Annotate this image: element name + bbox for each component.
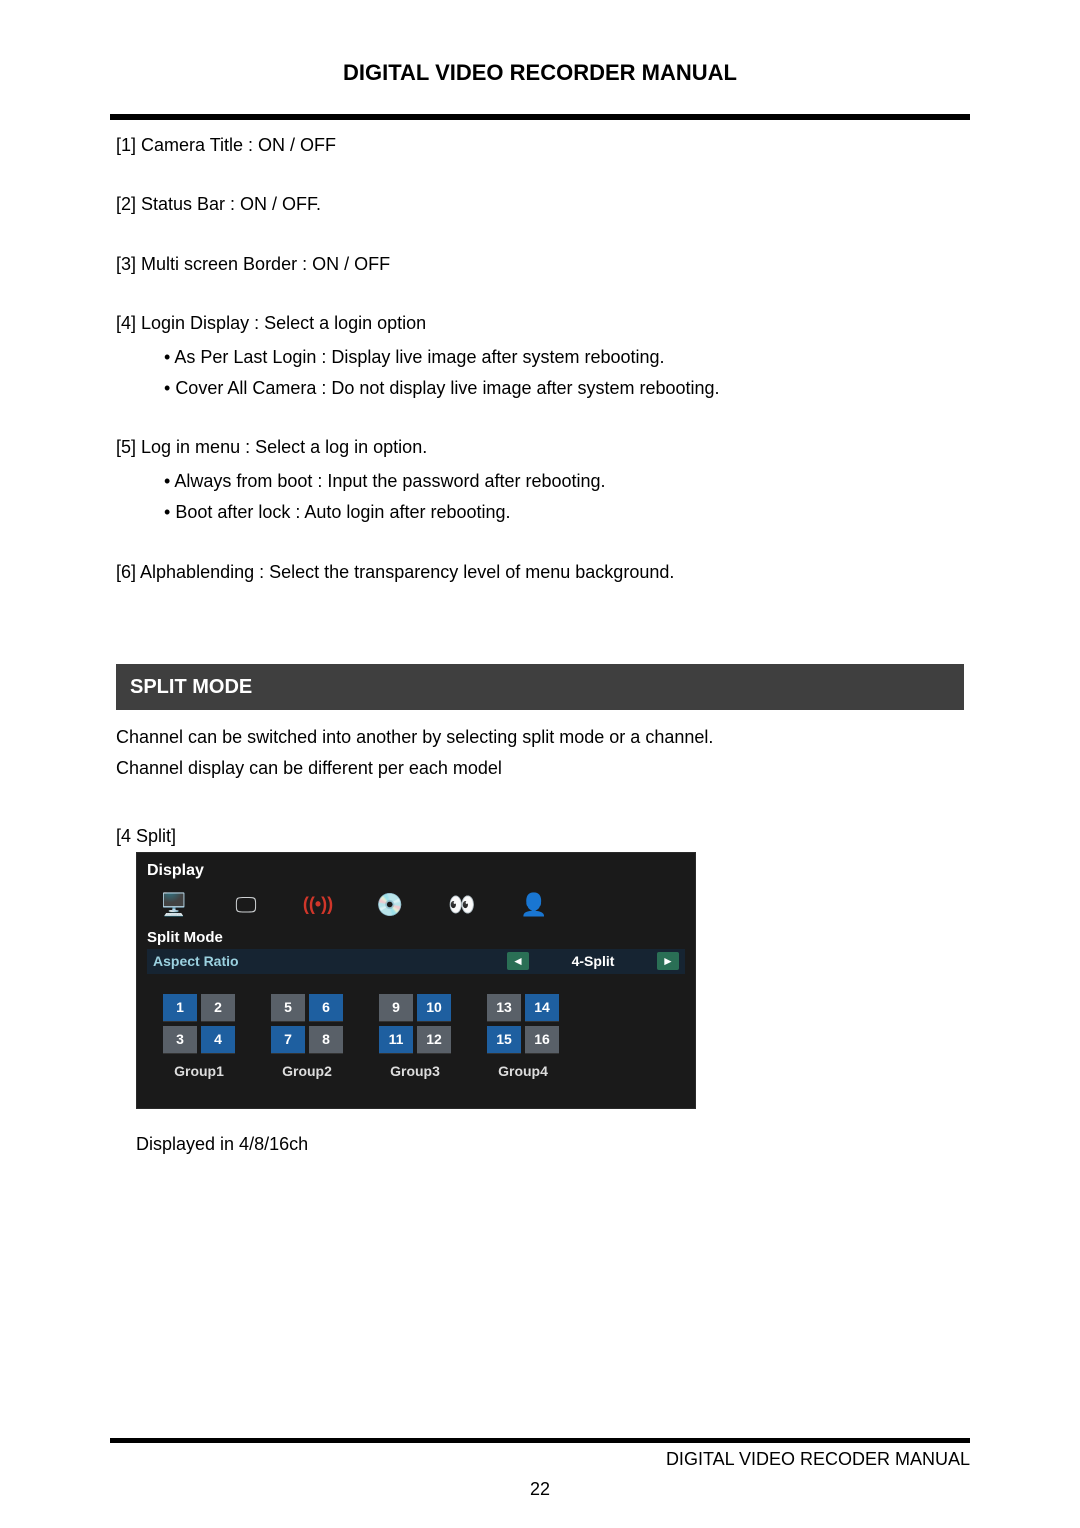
sub-item: Cover All Camera : Do not display live i…	[164, 377, 964, 400]
channel-cell[interactable]: 15	[487, 1026, 521, 1054]
paragraph: Channel can be switched into another by …	[116, 726, 964, 749]
channel-cell[interactable]: 3	[163, 1026, 197, 1054]
page-footer: DIGITAL VIDEO RECODER MANUAL	[110, 1438, 970, 1470]
tab-item[interactable]: 💿	[367, 890, 413, 920]
tab-item[interactable]: 👤	[511, 890, 557, 920]
sub-item: Boot after lock : Auto login after reboo…	[164, 501, 964, 524]
tab-item[interactable]: 👀	[439, 890, 485, 920]
channel-cell[interactable]: 13	[487, 994, 521, 1022]
list-item: [5] Log in menu : Select a log in option…	[116, 436, 964, 524]
channel-group[interactable]: 13141516 Group4	[487, 994, 559, 1080]
display-panel: Display 🖥️ 🖵 ((•)) 💿 👀 👤 Split Mode Aspe…	[136, 852, 696, 1109]
group-label: Group1	[174, 1062, 224, 1080]
arrow-left-button[interactable]: ◄	[507, 952, 529, 970]
aspect-ratio-label: Aspect Ratio	[153, 952, 239, 970]
channel-grid: 1234	[163, 994, 235, 1054]
monitor-icon: 🖥️	[151, 890, 197, 920]
list-item: [4] Login Display : Select a login optio…	[116, 312, 964, 400]
tab-item[interactable]: 🖵	[223, 890, 269, 920]
display-tab-row: 🖥️ 🖵 ((•)) 💿 👀 👤	[147, 888, 685, 926]
list-item: [2] Status Bar : ON / OFF.	[116, 193, 964, 216]
signal-icon: ((•))	[295, 890, 341, 920]
footer-text: DIGITAL VIDEO RECODER MANUAL	[110, 1449, 970, 1470]
aspect-ratio-row: Aspect Ratio ◄ 4-Split ►	[147, 949, 685, 973]
eyes-icon: 👀	[439, 890, 485, 920]
paragraph: Channel display can be different per eac…	[116, 757, 964, 780]
header-rule	[110, 114, 970, 120]
channel-cell[interactable]: 8	[309, 1026, 343, 1054]
disc-icon: 💿	[367, 890, 413, 920]
tab-item[interactable]: 🖥️	[151, 890, 197, 920]
group-label: Group3	[390, 1062, 440, 1080]
channel-cell[interactable]: 12	[417, 1026, 451, 1054]
page-number: 22	[0, 1479, 1080, 1500]
channel-group[interactable]: 5678 Group2	[271, 994, 343, 1080]
channel-cell[interactable]: 11	[379, 1026, 413, 1054]
channel-cell[interactable]: 10	[417, 994, 451, 1022]
channel-grid: 9101112	[379, 994, 451, 1054]
channel-cell[interactable]: 4	[201, 1026, 235, 1054]
split-mode-label: Split Mode	[147, 928, 685, 948]
screen-icon: 🖵	[223, 890, 269, 920]
channel-cell[interactable]: 2	[201, 994, 235, 1022]
group-label: Group2	[282, 1062, 332, 1080]
channel-cell[interactable]: 6	[309, 994, 343, 1022]
group-label: Group4	[498, 1062, 548, 1080]
section-title-bar: SPLIT MODE	[116, 664, 964, 710]
channel-cell[interactable]: 1	[163, 994, 197, 1022]
channel-group[interactable]: 9101112 Group3	[379, 994, 451, 1080]
channel-grid: 13141516	[487, 994, 559, 1054]
list-item: [1] Camera Title : ON / OFF	[116, 134, 964, 157]
item-heading: [4] Login Display : Select a login optio…	[116, 312, 964, 335]
item-heading: [5] Log in menu : Select a log in option…	[116, 436, 964, 459]
tab-item[interactable]: ((•))	[295, 890, 341, 920]
figure-label: [4 Split]	[116, 825, 964, 848]
channel-group[interactable]: 1234 Group1	[163, 994, 235, 1080]
channel-cell[interactable]: 14	[525, 994, 559, 1022]
sub-item: As Per Last Login : Display live image a…	[164, 346, 964, 369]
channel-cell[interactable]: 16	[525, 1026, 559, 1054]
channel-cell[interactable]: 5	[271, 994, 305, 1022]
list-item: [3] Multi screen Border : ON / OFF	[116, 253, 964, 276]
group-grid-row: 1234Group15678Group29101112Group31314151…	[147, 974, 685, 1086]
list-item: [6] Alphablending : Select the transpare…	[116, 561, 964, 584]
channel-cell[interactable]: 9	[379, 994, 413, 1022]
display-panel-title: Display	[147, 861, 685, 882]
content-area: [1] Camera Title : ON / OFF [2] Status B…	[110, 134, 970, 1156]
channel-grid: 5678	[271, 994, 343, 1054]
page-header-title: DIGITAL VIDEO RECORDER MANUAL	[110, 60, 970, 86]
aspect-ratio-value: 4-Split	[533, 952, 653, 970]
sub-item: Always from boot : Input the password af…	[164, 470, 964, 493]
arrow-right-button[interactable]: ►	[657, 952, 679, 970]
displayed-note: Displayed in 4/8/16ch	[136, 1133, 964, 1156]
footer-rule	[110, 1438, 970, 1443]
user-icon: 👤	[511, 890, 557, 920]
channel-cell[interactable]: 7	[271, 1026, 305, 1054]
